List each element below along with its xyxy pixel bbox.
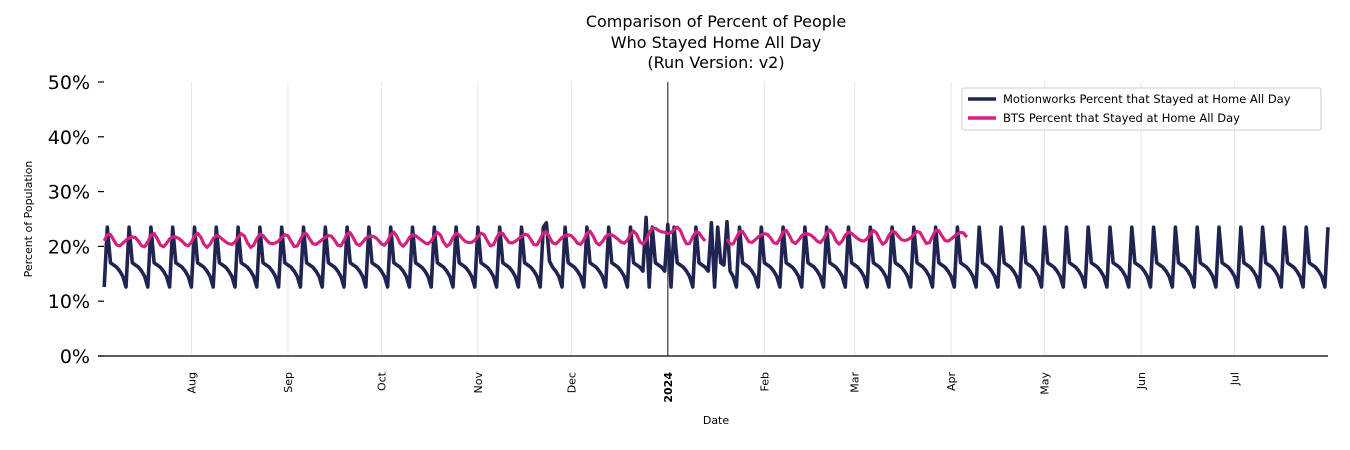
legend-box [961,87,1322,131]
x-tick-label-2024: 2024 [662,372,675,403]
x-tick-label-nov: Nov [472,372,485,394]
y-axis-label: Percent of Population [22,161,35,278]
x-tick-label-jun: Jun [1135,372,1148,390]
chart-legend: Motionworks Percent that Stayed at Home … [961,87,1322,131]
x-tick-label-feb: Feb [758,372,771,391]
x-tick-label-aug: Aug [185,372,198,393]
chart-title-line-2: Who Stayed Home All Day [611,33,821,52]
x-tick-label-oct: Oct [375,371,388,391]
series-line-bts [102,225,707,249]
x-tick-label-may: May [1039,372,1052,395]
y-tick-label: 40% [48,127,90,149]
x-tick-label-apr: Apr [945,372,958,392]
x-axis: Aug Sep Oct Nov Dec 2024 Feb Mar Apr May Jun Jul [98,82,1328,403]
y-tick-label: 50% [48,72,90,94]
series-line-motionworks [102,215,1330,289]
x-tick-label-jul: Jul [1229,372,1242,386]
series-lines [102,215,1330,289]
x-tick-label-mar: Mar [849,372,862,393]
x-tick-label-dec: Dec [565,372,578,393]
y-tick-label: 30% [48,182,90,204]
legend-label-bts: BTS Percent that Stayed at Home All Day [1003,111,1240,125]
series-line-bts [725,228,969,246]
y-tick-label: 20% [48,236,90,258]
legend-label-motionworks: Motionworks Percent that Stayed at Home … [1003,92,1291,106]
y-tick-label: 10% [48,291,90,313]
x-tick-label-sep: Sep [282,372,295,393]
y-tick-label: 0% [60,346,90,368]
chart-title-line-3: (Run Version: v2) [647,53,784,72]
y-axis: 0% 10% 20% 30% 40% 50% [48,72,104,368]
chart-title-line-1: Comparison of Percent of People [586,12,846,31]
x-axis-label: Date [703,414,730,427]
